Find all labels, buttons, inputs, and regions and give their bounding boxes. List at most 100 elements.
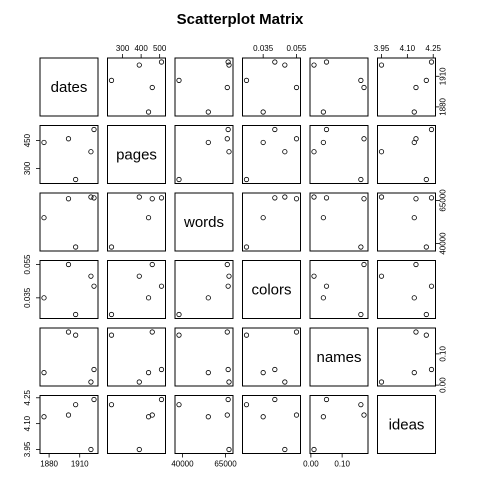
- point-ideas-vs-pages-3: [108, 402, 115, 408]
- point-ideas-vs-words-5: [225, 396, 231, 403]
- tick-label-pages-top-1: 300: [116, 44, 130, 53]
- panel-dates-vs-ideas: [377, 57, 436, 117]
- point-pages-vs-words-5: [225, 126, 231, 133]
- point-ideas-vs-dates-2: [65, 412, 72, 418]
- point-colors-vs-names-4: [311, 273, 317, 279]
- point-pages-vs-names-1: [320, 139, 326, 146]
- diagonal-label-ideas: ideas: [389, 417, 425, 434]
- tick-label-words-right-2: 65000: [439, 189, 448, 212]
- diagonal-label-words: words: [183, 214, 224, 231]
- point-colors-vs-dates-2: [65, 261, 72, 268]
- point-ideas-vs-colors-1: [260, 414, 266, 420]
- point-names-vs-colors-2: [293, 329, 300, 335]
- point-names-vs-dates-3: [73, 332, 79, 338]
- point-ideas-vs-colors-2: [293, 412, 300, 418]
- point-pages-vs-colors-1: [260, 139, 266, 146]
- point-pages-vs-colors-3: [243, 176, 250, 183]
- point-words-vs-colors-4: [282, 194, 288, 200]
- tick-label-colors-top-1: 0.035: [253, 44, 274, 53]
- diagonal-label-colors: colors: [251, 282, 291, 299]
- point-pages-vs-ideas-3: [423, 176, 429, 183]
- point-ideas-vs-words-2: [224, 412, 230, 418]
- point-words-vs-names-2: [361, 196, 367, 202]
- point-dates-vs-ideas-1: [411, 109, 417, 115]
- panel-names-vs-names: [309, 327, 369, 387]
- panel-ideas-vs-ideas: [377, 395, 436, 454]
- point-colors-vs-ideas-2: [413, 261, 419, 268]
- point-names-vs-pages-2: [149, 329, 155, 335]
- panel-colors-vs-dates: [39, 260, 99, 319]
- point-words-vs-ideas-4: [378, 194, 385, 200]
- point-colors-vs-names-1: [320, 295, 326, 301]
- point-pages-vs-ideas-4: [378, 149, 385, 155]
- tick-label-words-bottom-2: 65000: [214, 460, 237, 469]
- point-names-vs-pages-5: [158, 366, 165, 373]
- tick-label-dates-bottom-2: 1910: [71, 460, 89, 469]
- point-dates-vs-names-3: [358, 77, 364, 83]
- point-dates-vs-pages-3: [108, 77, 115, 83]
- tick-label-ideas-left-2: 4.10: [23, 415, 32, 431]
- point-names-vs-dates-5: [91, 366, 97, 373]
- point-pages-vs-words-2: [224, 136, 230, 142]
- panel-pages-vs-dates: [39, 125, 99, 184]
- diagonal-label-names: names: [316, 349, 361, 366]
- point-ideas-vs-pages-5: [158, 396, 165, 403]
- panel-colors-vs-ideas: [377, 260, 436, 319]
- point-names-vs-colors-5: [272, 366, 278, 373]
- point-names-vs-words-4: [226, 379, 232, 385]
- point-names-vs-words-1: [205, 370, 211, 376]
- panel-names-vs-dates: [39, 327, 99, 387]
- panel-words-vs-dates: [39, 192, 99, 252]
- point-pages-vs-names-4: [311, 149, 317, 155]
- point-ideas-vs-pages-4: [136, 446, 142, 453]
- point-colors-vs-ideas-1: [411, 295, 417, 301]
- point-dates-vs-words-2: [224, 84, 230, 91]
- point-colors-vs-names-5: [323, 283, 330, 289]
- point-colors-vs-names-3: [358, 311, 364, 318]
- point-dates-vs-ideas-3: [423, 77, 429, 83]
- point-dates-vs-pages-4: [136, 62, 142, 68]
- point-colors-vs-dates-3: [73, 311, 79, 318]
- panel-words-vs-words: [174, 192, 234, 252]
- point-names-vs-ideas-3: [423, 332, 429, 338]
- point-words-vs-pages-5: [158, 195, 165, 201]
- point-pages-vs-colors-2: [293, 136, 300, 142]
- tick-label-words-bottom-1: 40000: [171, 460, 194, 469]
- panel-dates-vs-words: [174, 57, 234, 117]
- point-dates-vs-names-4: [311, 62, 317, 68]
- point-words-vs-pages-2: [149, 196, 155, 202]
- point-pages-vs-dates-3: [73, 176, 79, 183]
- point-colors-vs-names-2: [361, 261, 367, 268]
- point-colors-vs-pages-4: [136, 273, 142, 279]
- tick-label-dates-bottom-1: 1880: [40, 460, 58, 469]
- point-colors-vs-pages-3: [108, 311, 115, 318]
- point-colors-vs-ideas-4: [378, 273, 385, 279]
- tick-label-dates-right-2: 1880: [439, 97, 448, 115]
- point-pages-vs-dates-1: [41, 139, 47, 146]
- panel-pages-vs-ideas: [377, 125, 436, 184]
- point-pages-vs-words-1: [205, 139, 211, 146]
- point-words-vs-dates-1: [41, 215, 47, 221]
- point-pages-vs-names-3: [358, 176, 364, 183]
- tick-label-pages-left-1: 300: [23, 161, 32, 175]
- point-dates-vs-ideas-5: [428, 59, 435, 65]
- point-dates-vs-names-1: [320, 109, 326, 115]
- panel-pages-vs-words: [174, 125, 234, 184]
- tick-label-colors-left-1: 0.035: [23, 287, 32, 308]
- point-dates-vs-colors-2: [293, 84, 300, 91]
- panel-colors-vs-names: [309, 260, 369, 319]
- panel-dates-vs-dates: [39, 57, 99, 117]
- point-colors-vs-dates-5: [91, 283, 97, 289]
- point-names-vs-dates-4: [88, 379, 94, 385]
- point-words-vs-names-5: [323, 195, 330, 201]
- point-words-vs-ideas-2: [413, 196, 419, 202]
- panels-layer: dates pages words colors names ideas 300 400 500…: [23, 44, 448, 469]
- panel-words-vs-colors: [242, 192, 301, 252]
- point-dates-vs-ideas-2: [413, 84, 419, 91]
- point-colors-vs-pages-2: [149, 261, 155, 268]
- tick-label-pages-top-3: 500: [153, 44, 167, 53]
- point-ideas-vs-dates-5: [91, 396, 97, 403]
- point-colors-vs-words-2: [224, 261, 230, 268]
- point-words-vs-pages-4: [136, 194, 142, 200]
- point-names-vs-ideas-4: [378, 379, 385, 385]
